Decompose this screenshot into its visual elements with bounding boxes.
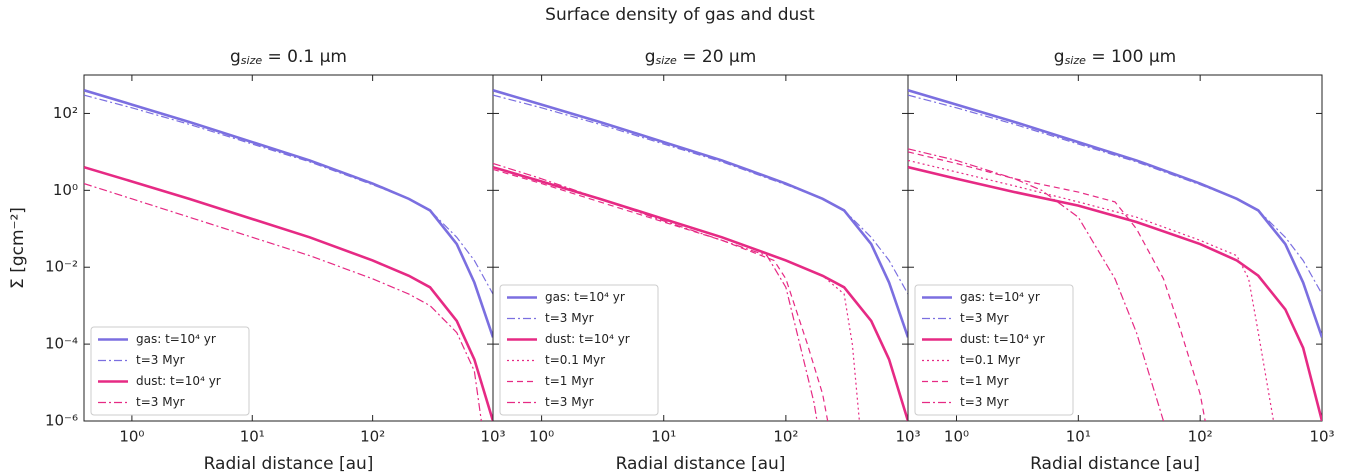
legend-label: gas: t=10⁴ yr [136,332,216,346]
y-tick-label: 10⁻⁴ [45,335,78,353]
x-tick-label: 10⁰ [529,428,554,446]
data-line [908,165,1322,421]
legend-box [499,284,659,416]
legend-label: dust: t=10⁴ yr [960,332,1045,346]
legend-label: dust: t=10⁴ yr [545,332,630,346]
x-tick-label: 10³ [480,428,505,446]
legend-label: t=3 Myr [960,311,1009,325]
data-line [84,94,493,295]
x-tick-label: 10³ [895,428,920,446]
data-line [84,182,482,421]
data-line [908,151,1206,421]
x-axis-label: Radial distance [au] [204,454,374,474]
legend-label: t=1 Myr [960,374,1009,388]
x-tick-label: 10² [773,428,798,446]
y-tick-label: 10⁻² [45,258,78,276]
data-line [908,159,1275,421]
x-tick-label: 10⁰ [119,428,144,446]
y-tick-label: 10⁰ [53,181,78,199]
plot-frame [907,74,1323,422]
data-line [908,89,1322,338]
x-tick-label: 10¹ [1066,428,1091,446]
legend-label: t=3 Myr [545,311,594,325]
legend-label: gas: t=10⁴ yr [960,290,1040,304]
legend-label: t=3 Myr [136,353,185,367]
legend-label: t=0.1 Myr [960,353,1020,367]
x-tick-label: 10² [1188,428,1213,446]
legend-box [90,326,250,416]
data-line [493,166,860,421]
y-tick-label: 10² [53,104,78,122]
legend-label: t=3 Myr [545,395,594,409]
panel-title: gsize = 0.1 μm [230,47,347,67]
y-tick-label: 10⁻⁶ [45,412,78,430]
panel-title: gsize = 100 μm [1054,47,1176,67]
data-line [84,165,493,421]
legend-label: gas: t=10⁴ yr [545,290,625,304]
x-tick-label: 10² [360,428,385,446]
x-axis-label: Radial distance [au] [1030,454,1200,474]
panel-title: gsize = 20 μm [645,47,757,67]
x-tick-label: 10¹ [651,428,676,446]
data-line [908,148,1165,421]
data-line [493,168,829,421]
legend-label: dust: t=10⁴ yr [136,374,221,388]
legend-label: t=0.1 Myr [545,353,605,367]
y-axis-label: Σ [gcm⁻²] [8,207,28,289]
figure-title: Surface density of gas and dust [545,5,815,25]
legend-label: t=3 Myr [136,395,185,409]
data-line [493,89,908,338]
legend-label: t=1 Myr [545,374,594,388]
data-line [493,162,818,421]
data-line [84,89,493,338]
data-line [908,94,1322,295]
data-line [493,94,908,295]
legend-box [914,284,1074,416]
x-tick-label: 10¹ [240,428,265,446]
x-tick-label: 10³ [1309,428,1334,446]
legend-label: t=3 Myr [960,395,1009,409]
x-tick-label: 10⁰ [944,428,969,446]
x-axis-label: Radial distance [au] [616,454,786,474]
